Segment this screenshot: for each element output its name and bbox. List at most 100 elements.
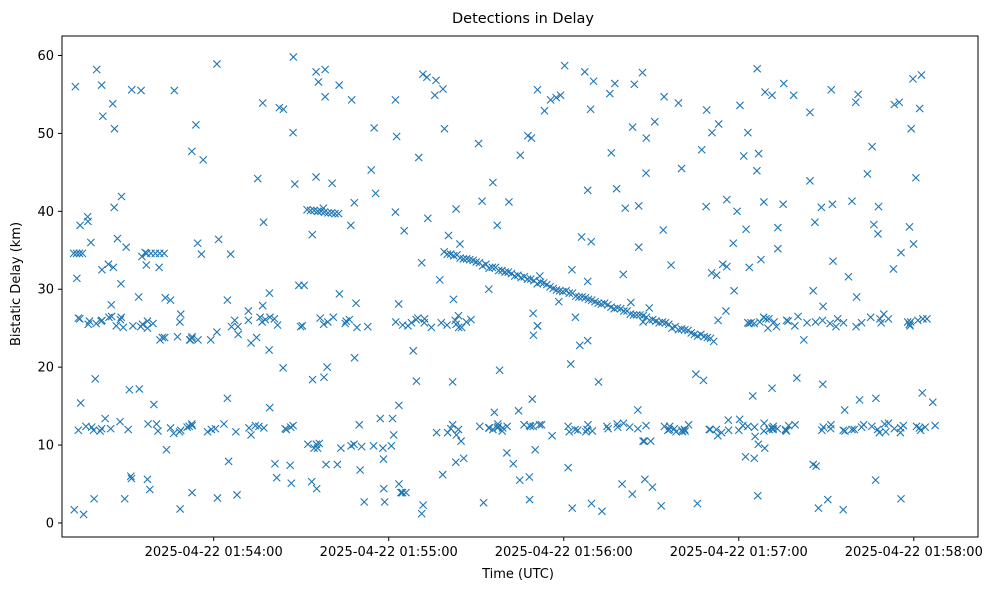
data-point bbox=[554, 297, 563, 306]
y-tick-label: 0 bbox=[46, 516, 54, 531]
data-point bbox=[750, 423, 759, 432]
data-point bbox=[448, 420, 457, 429]
data-point bbox=[323, 363, 332, 372]
data-point bbox=[884, 419, 893, 428]
data-point bbox=[417, 258, 426, 267]
data-point bbox=[78, 249, 87, 258]
data-point bbox=[286, 461, 295, 470]
data-point bbox=[677, 426, 686, 435]
data-point bbox=[594, 377, 603, 386]
data-point bbox=[645, 303, 654, 312]
data-point bbox=[819, 302, 828, 311]
data-point bbox=[514, 406, 523, 415]
data-point bbox=[74, 314, 83, 323]
data-point bbox=[371, 189, 380, 198]
data-point bbox=[575, 341, 584, 350]
data-point bbox=[896, 248, 905, 257]
data-point bbox=[254, 422, 263, 431]
data-point bbox=[645, 316, 654, 325]
data-point bbox=[833, 314, 842, 323]
data-point bbox=[336, 444, 345, 453]
data-point bbox=[145, 485, 154, 494]
data-point bbox=[906, 321, 915, 330]
data-point bbox=[750, 319, 759, 328]
data-point bbox=[75, 249, 84, 258]
data-point bbox=[928, 398, 937, 407]
data-point bbox=[321, 92, 330, 101]
data-point bbox=[742, 225, 751, 234]
data-point bbox=[718, 260, 727, 269]
data-point bbox=[755, 317, 764, 326]
data-point bbox=[773, 424, 782, 433]
data-point bbox=[117, 192, 126, 201]
data-point bbox=[759, 427, 768, 436]
data-point bbox=[478, 197, 487, 206]
data-point bbox=[896, 428, 905, 437]
data-point bbox=[329, 313, 338, 322]
data-point bbox=[258, 317, 267, 326]
data-point bbox=[199, 155, 208, 164]
data-point bbox=[709, 337, 718, 346]
data-point bbox=[573, 426, 582, 435]
data-point bbox=[245, 423, 253, 432]
data-point bbox=[321, 65, 330, 74]
data-point bbox=[253, 174, 262, 183]
data-point bbox=[619, 270, 628, 279]
data-point bbox=[839, 426, 848, 435]
data-point bbox=[119, 323, 128, 332]
data-point bbox=[76, 398, 85, 407]
data-point bbox=[314, 77, 323, 86]
data-point bbox=[214, 235, 223, 244]
y-tick-label: 40 bbox=[37, 205, 54, 220]
data-point bbox=[112, 321, 121, 330]
data-point bbox=[879, 310, 888, 319]
data-point bbox=[135, 384, 144, 393]
data-point bbox=[667, 261, 676, 270]
data-point bbox=[677, 324, 686, 333]
data-point bbox=[743, 422, 752, 431]
y-axis-label: Bistatic Delay (km) bbox=[9, 222, 24, 346]
data-point bbox=[528, 395, 537, 404]
data-point bbox=[823, 495, 832, 504]
data-point bbox=[127, 85, 136, 94]
data-point bbox=[71, 82, 80, 91]
data-point bbox=[494, 422, 503, 431]
data-point bbox=[634, 243, 643, 252]
data-point bbox=[613, 420, 622, 429]
data-point bbox=[444, 231, 453, 240]
data-point bbox=[890, 100, 899, 109]
data-point bbox=[116, 417, 125, 426]
data-point bbox=[854, 90, 863, 99]
data-point bbox=[724, 416, 733, 425]
data-point bbox=[449, 251, 458, 260]
data-point bbox=[754, 440, 763, 449]
data-point bbox=[490, 408, 499, 417]
data-point bbox=[768, 384, 777, 393]
data-point bbox=[175, 317, 184, 326]
data-point bbox=[632, 310, 641, 319]
data-point bbox=[319, 204, 328, 213]
data-point bbox=[602, 422, 611, 431]
data-point bbox=[456, 254, 465, 263]
x-tick-label: 2025-04-22 01:58:00 bbox=[845, 545, 983, 560]
data-point bbox=[96, 427, 105, 436]
data-point bbox=[110, 203, 119, 212]
data-point bbox=[346, 221, 355, 230]
chart-title: Detections in Delay bbox=[452, 11, 594, 27]
data-point bbox=[640, 437, 649, 446]
data-point bbox=[639, 437, 648, 446]
data-point bbox=[333, 460, 342, 469]
data-point bbox=[419, 501, 428, 510]
y-tick-label: 20 bbox=[37, 361, 54, 376]
data-point bbox=[313, 207, 322, 216]
data-point bbox=[626, 298, 635, 307]
data-point bbox=[91, 374, 100, 383]
data-point bbox=[772, 322, 781, 331]
data-point bbox=[379, 455, 388, 464]
data-point bbox=[568, 504, 577, 513]
data-point bbox=[389, 430, 398, 439]
data-point bbox=[427, 323, 436, 332]
data-point bbox=[707, 268, 716, 277]
data-point bbox=[188, 488, 197, 497]
data-point bbox=[231, 427, 240, 436]
